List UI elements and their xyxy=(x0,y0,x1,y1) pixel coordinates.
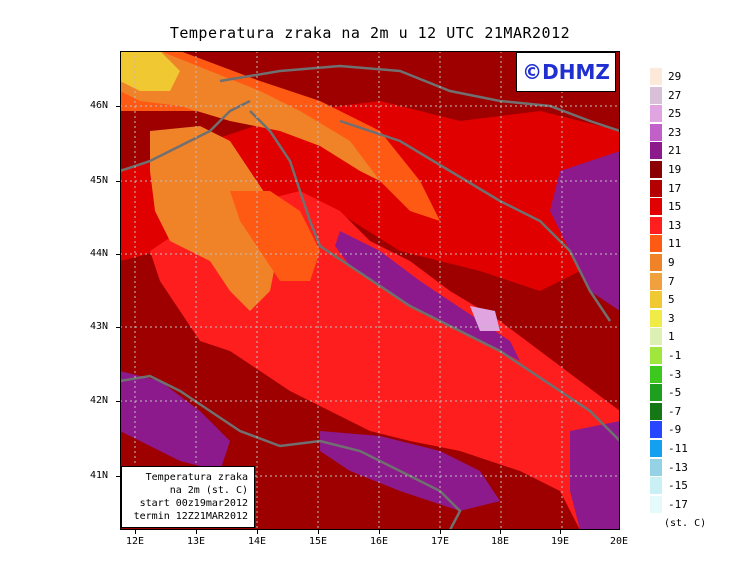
legend-label: 27 xyxy=(668,88,682,102)
legend-swatch xyxy=(650,495,662,513)
legend-swatch xyxy=(650,328,662,346)
legend-label: 3 xyxy=(668,311,675,325)
legend-label: -15 xyxy=(668,479,688,493)
legend-swatch xyxy=(650,309,662,327)
legend-swatch xyxy=(650,347,662,364)
legend-swatch xyxy=(650,68,662,85)
legend-label: 25 xyxy=(668,107,682,121)
cool-patch-east xyxy=(550,151,620,311)
legend-label: 1 xyxy=(668,330,675,344)
legend-label: -17 xyxy=(668,497,688,511)
border-inner xyxy=(339,119,612,322)
legend-label: 29 xyxy=(668,70,682,83)
legend-swatch xyxy=(650,421,662,439)
pink-spot xyxy=(470,306,500,331)
istria-orange xyxy=(150,126,280,311)
cool-patch-italy xyxy=(320,431,500,511)
legend-swatch xyxy=(650,142,662,160)
info-line-2: na 2m (st. C) xyxy=(169,485,248,496)
lat-tick xyxy=(116,181,120,182)
legend-swatch xyxy=(650,458,662,476)
lat-tick xyxy=(116,401,120,402)
legend-label: -5 xyxy=(668,386,682,400)
legend-label: -11 xyxy=(668,442,688,455)
legend-label: -9 xyxy=(668,423,682,437)
lon-tick xyxy=(196,530,197,534)
legend-swatch xyxy=(650,123,662,141)
lat-tick xyxy=(116,476,120,477)
legend-label: -13 xyxy=(668,460,688,474)
lon-tick xyxy=(257,530,258,534)
coastline-italy xyxy=(120,99,462,530)
lon-label-19e: 19E xyxy=(550,536,570,547)
legend-label: -3 xyxy=(668,367,682,381)
lat-tick xyxy=(116,254,120,255)
legend-swatch xyxy=(650,440,662,457)
info-line-3: start 00z19mar2012 xyxy=(139,498,248,509)
legend-label: -1 xyxy=(668,349,682,362)
lat-tick xyxy=(116,327,120,328)
info-box: Temperatura zraka na 2m (st. C) start 00… xyxy=(121,466,255,528)
temperature-map xyxy=(120,51,620,530)
lon-tick xyxy=(440,530,441,534)
lon-tick xyxy=(318,530,319,534)
legend-label: 13 xyxy=(668,218,682,232)
lon-label-16e: 16E xyxy=(369,536,389,547)
warm-land-region xyxy=(120,101,620,291)
lon-label-18e: 18E xyxy=(490,536,510,547)
legend-label: 11 xyxy=(668,237,682,251)
legend-swatch xyxy=(650,254,662,271)
legend-swatch xyxy=(650,235,662,253)
legend-label: 9 xyxy=(668,256,675,269)
legend-label: -7 xyxy=(668,404,682,418)
lon-label-15e: 15E xyxy=(308,536,328,547)
legend-label: 19 xyxy=(668,163,682,176)
info-line-1: Temperatura zraka xyxy=(145,472,248,483)
legend-swatch xyxy=(650,105,662,123)
legend-swatch xyxy=(650,272,662,290)
legend-swatch xyxy=(650,384,662,402)
legend-label: 17 xyxy=(668,181,682,195)
lon-label-20e: 20E xyxy=(609,536,629,547)
legend-label: 15 xyxy=(668,200,682,214)
lon-label-14e: 14E xyxy=(247,536,267,547)
legend-swatch xyxy=(650,402,662,420)
lat-label-43n: 43N xyxy=(90,321,109,332)
lon-tick xyxy=(560,530,561,534)
lon-tick xyxy=(379,530,380,534)
lon-label-13e: 13E xyxy=(186,536,206,547)
info-line-4: termin 12Z21MAR2012 xyxy=(133,511,248,522)
lat-label-41n: 41N xyxy=(90,470,109,481)
lon-tick xyxy=(500,530,501,534)
legend-label: 21 xyxy=(668,144,682,158)
legend-swatch xyxy=(650,291,662,309)
legend-swatch xyxy=(650,198,662,216)
cool-patch-south xyxy=(120,371,230,471)
legend-swatch xyxy=(650,86,662,104)
lon-label-17e: 17E xyxy=(430,536,450,547)
legend-label: 23 xyxy=(668,125,682,139)
light-band-north xyxy=(120,51,380,181)
chart-title: Temperatura zraka na 2m u 12 UTC 21MAR20… xyxy=(169,24,571,42)
legend-unit: (st. C) xyxy=(664,518,707,529)
cool-coast-strip xyxy=(335,231,520,361)
lon-label-12e: 12E xyxy=(125,536,145,547)
lat-label-45n: 45N xyxy=(90,175,109,186)
istria-orange-edge xyxy=(230,191,320,281)
grid-lines xyxy=(120,51,620,530)
lat-tick xyxy=(116,106,120,107)
legend-swatch xyxy=(650,477,662,495)
legend-swatch xyxy=(650,179,662,197)
dhmz-logo: ©DHMZ xyxy=(516,52,616,92)
lon-tick xyxy=(135,530,136,534)
lat-label-46n: 46N xyxy=(90,100,109,111)
legend-swatch xyxy=(650,216,662,234)
legend-swatch xyxy=(650,161,662,178)
lat-label-44n: 44N xyxy=(90,248,109,259)
legend-label: 7 xyxy=(668,274,675,288)
legend-swatch xyxy=(650,365,662,383)
lat-label-42n: 42N xyxy=(90,395,109,406)
border-north xyxy=(219,64,620,133)
legend-label: 5 xyxy=(668,293,675,307)
